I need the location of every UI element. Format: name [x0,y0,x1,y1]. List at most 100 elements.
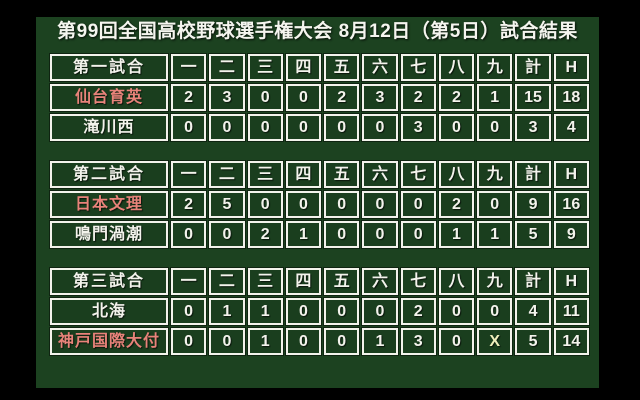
inning-score-cell: 0 [437,297,476,326]
header-row: 第一試合一二三四五六七八九計 H [49,53,591,82]
inning-header-cell: 九 [476,160,514,189]
inning-header-cell: 五 [323,160,361,189]
team-name-cell: 北海 [49,297,169,326]
inning-score-cell: 0 [323,113,361,142]
inning-header-cell: 六 [361,267,399,296]
hits-cell: 4 [552,113,591,142]
inning-header-cell: 六 [361,160,399,189]
inning-score-cell: 2 [399,297,437,326]
hits-header-cell: H [552,160,591,189]
inning-score-cell: 0 [476,297,514,326]
inning-score-cell: 2 [437,83,476,112]
inning-header-cell: 四 [284,160,323,189]
inning-score-cell: 1 [284,220,323,249]
total-header-cell: 計 [514,160,552,189]
inning-score-cell: 0 [323,327,361,356]
total-header-cell: 計 [514,267,552,296]
inning-header-cell: 一 [169,267,208,296]
team-name-cell: 日本文理 [49,190,169,219]
inning-score-cell: 3 [399,327,437,356]
inning-score-cell: 0 [284,327,323,356]
inning-score-cell: 0 [284,113,323,142]
team-name-cell: 滝川西 [49,113,169,142]
inning-header-cell: 三 [246,160,284,189]
inning-score-cell: 0 [169,113,208,142]
page-title: 第99回全国高校野球選手権大会 8月12日（第5日）試合結果 [57,21,578,42]
inning-score-cell: 2 [323,83,361,112]
total-score-cell: 9 [514,190,552,219]
inning-header-cell: 三 [246,267,284,296]
inning-header-cell: 九 [476,53,514,82]
inning-header-cell: 二 [208,53,246,82]
inning-score-cell: 5 [208,190,246,219]
inning-header-cell: 四 [284,267,323,296]
team-name-cell: 神戸国際大付 [49,327,169,356]
game-3-table: 第三試合一二三四五六七八九計 H 北海 0 1 1 0 0 0 2 0 0 4 11 神戸国際大付 0 0 1 0 0… [47,265,592,358]
hits-cell: 11 [552,297,591,326]
inning-score-cell: 0 [284,297,323,326]
inning-score-cell: 0 [437,113,476,142]
inning-score-cell: 0 [323,220,361,249]
inning-score-cell: 0 [246,190,284,219]
hits-cell: 18 [552,83,591,112]
team-row: 仙台育英 2 3 0 0 2 3 2 2 1 15 18 [49,83,591,112]
game-label-cell: 第二試合 [49,160,169,189]
inning-header-cell: 二 [208,160,246,189]
inning-score-cell: 0 [476,113,514,142]
inning-score-cell: 0 [246,113,284,142]
inning-header-cell: 六 [361,53,399,82]
hits-cell: 9 [552,220,591,249]
inning-score-cell: 0 [208,220,246,249]
inning-score-cell: X [476,327,514,356]
game-label-cell: 第一試合 [49,53,169,82]
games-container: 第一試合一二三四五六七八九計 H 仙台育英 2 3 0 0 2 3 2 2 1 15 18 滝川西 0 0 0 0 0… [36,44,599,358]
inning-header-cell: 一 [169,160,208,189]
inning-score-cell: 1 [246,327,284,356]
inning-score-cell: 0 [169,297,208,326]
inning-score-cell: 1 [437,220,476,249]
inning-score-cell: 2 [246,220,284,249]
team-name-cell: 鳴門渦潮 [49,220,169,249]
inning-score-cell: 3 [208,83,246,112]
inning-score-cell: 2 [169,83,208,112]
total-score-cell: 5 [514,220,552,249]
inning-score-cell: 0 [208,113,246,142]
team-row: 神戸国際大付 0 0 1 0 0 1 3 0 X 5 14 [49,327,591,356]
hits-header-cell: H [552,267,591,296]
team-row: 北海 0 1 1 0 0 0 2 0 0 4 11 [49,297,591,326]
inning-score-cell: 0 [437,327,476,356]
inning-score-cell: 0 [361,113,399,142]
inning-score-cell: 2 [399,83,437,112]
inning-score-cell: 0 [476,190,514,219]
inning-score-cell: 1 [476,83,514,112]
hits-header-cell: H [552,53,591,82]
inning-header-cell: 一 [169,53,208,82]
inning-score-cell: 1 [361,327,399,356]
inning-score-cell: 0 [284,190,323,219]
inning-score-cell: 0 [284,83,323,112]
inning-header-cell: 二 [208,267,246,296]
inning-score-cell: 2 [169,190,208,219]
hits-cell: 14 [552,327,591,356]
inning-score-cell: 0 [208,327,246,356]
inning-score-cell: 0 [361,297,399,326]
header-row: 第三試合一二三四五六七八九計 H [49,267,591,296]
inning-score-cell: 0 [169,220,208,249]
inning-score-cell: 3 [361,83,399,112]
inning-score-cell: 0 [323,190,361,219]
inning-score-cell: 0 [399,190,437,219]
game-2-table: 第二試合一二三四五六七八九計 H 日本文理 2 5 0 0 0 0 0 2 0 9 16 鳴門渦潮 0 0 2 1 0… [47,158,592,251]
scoreboard-panel: 第99回全国高校野球選手権大会 8月12日（第5日）試合結果 第一試合一二三四五… [36,17,599,388]
hits-cell: 16 [552,190,591,219]
inning-header-cell: 八 [437,160,476,189]
total-score-cell: 15 [514,83,552,112]
inning-header-cell: 七 [399,160,437,189]
inning-header-cell: 五 [323,267,361,296]
inning-score-cell: 0 [399,220,437,249]
inning-header-cell: 七 [399,53,437,82]
inning-header-cell: 三 [246,53,284,82]
inning-header-cell: 九 [476,267,514,296]
team-row: 滝川西 0 0 0 0 0 0 3 0 0 3 4 [49,113,591,142]
total-score-cell: 3 [514,113,552,142]
inning-score-cell: 0 [169,327,208,356]
